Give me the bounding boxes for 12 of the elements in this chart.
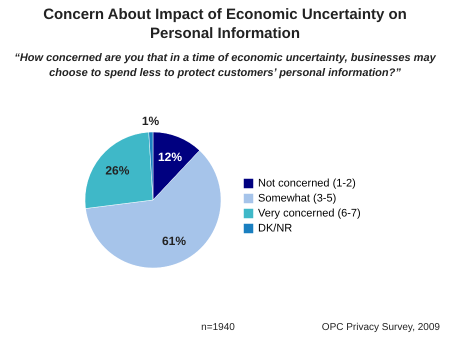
data-label: 12% bbox=[158, 150, 182, 164]
text: n=1940 bbox=[201, 322, 236, 333]
chart-subtitle: “How concerned are you that in a time of economic uncertainty, businesses may choose to spend less to protect customers’ personal information?” bbox=[14, 52, 437, 79]
chart-title: Concern About Impact of Economic Uncertainty on Personal Information bbox=[43, 6, 407, 42]
legend-label: DK/NR bbox=[258, 222, 292, 234]
data-label: 61% bbox=[162, 234, 186, 248]
legend-label: Somewhat (3-5) bbox=[258, 192, 336, 204]
legend-label: Not concerned (1-2) bbox=[258, 178, 356, 190]
data-label: 1% bbox=[142, 114, 160, 128]
legend-label: Very concerned (6-7) bbox=[258, 208, 361, 220]
data-label: 26% bbox=[105, 164, 130, 178]
text: OPC Privacy Survey, 2009 bbox=[322, 322, 440, 333]
